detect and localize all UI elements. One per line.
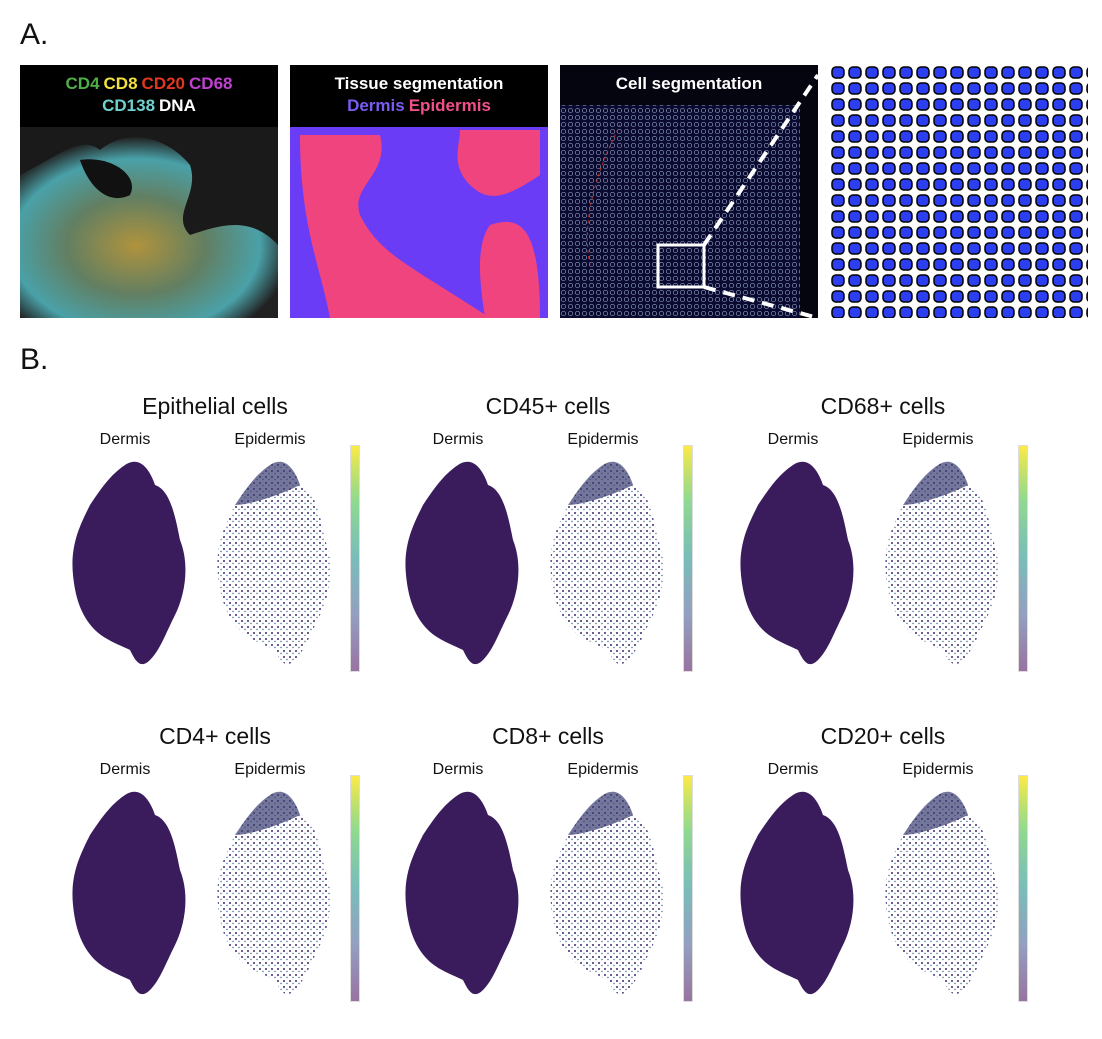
tissue-segmentation-header: Tissue segmentation Dermis Epidermis: [290, 65, 548, 127]
subtitle-epidermis: Epidermis: [567, 761, 639, 778]
multiplex-image: CD4 CD8 CD20 CD68 CD138 DNA: [20, 65, 278, 318]
subtitle-dermis: Dermis: [99, 431, 151, 448]
tsne-cloud: [72, 792, 185, 994]
subtitle-dermis: Dermis: [432, 431, 484, 448]
tsne-cloud: [405, 792, 518, 994]
tsne-plot-dermis: [65, 445, 200, 673]
colorbar: [1018, 445, 1028, 672]
marker-cd138: CD138: [102, 96, 156, 115]
tsne-plot-dermis: [733, 775, 868, 1003]
legend-dermis: Dermis: [347, 96, 405, 115]
cell-segmentation-zoom: [830, 65, 1088, 318]
cell-segmentation-title: Cell segmentation: [615, 74, 763, 93]
panel-b-label: B.: [20, 343, 49, 376]
tsne-cloud: [405, 462, 518, 664]
subtitle-epidermis: Epidermis: [902, 761, 974, 778]
tissue-segmentation-image: Tissue segmentation Dermis Epidermis: [290, 65, 548, 318]
subtitle-epidermis: Epidermis: [902, 431, 974, 448]
multiplex-legend: CD4 CD8 CD20 CD68 CD138 DNA: [20, 65, 278, 127]
tsne-group: CD20+ cells Dermis Epidermis: [728, 723, 1058, 1013]
colorbar: [683, 775, 693, 1002]
subtitle-dermis: Dermis: [767, 431, 819, 448]
tsne-group: Epithelial cells Dermis Epidermis: [60, 393, 390, 683]
group-title: CD8+ cells: [492, 723, 604, 749]
tsne-group: CD68+ cells Dermis Epidermis: [728, 393, 1058, 683]
subtitle-dermis: Dermis: [99, 761, 151, 778]
tsne-plot-dermis: [65, 775, 200, 1003]
tsne-plot-dermis: [398, 775, 533, 1003]
subtitle-dermis: Dermis: [767, 761, 819, 778]
tsne-plot-epidermis: [878, 775, 1013, 1003]
legend-epidermis: Epidermis: [408, 96, 491, 115]
group-title: Epithelial cells: [142, 393, 288, 419]
tsne-cloud: [740, 462, 853, 664]
cell-segmentation-header: Cell segmentation: [560, 65, 818, 101]
tsne-group: CD4+ cells Dermis Epidermis: [60, 723, 390, 1013]
marker-cd4: CD4: [65, 74, 100, 93]
subtitle-epidermis: Epidermis: [567, 431, 639, 448]
marker-cd20: CD20: [141, 74, 186, 93]
cell-segmentation-image: Cell segmentation: [560, 65, 818, 318]
tsne-plot-epidermis: [210, 445, 345, 673]
tsne-plot-epidermis: [878, 445, 1013, 673]
group-title: CD68+ cells: [820, 393, 946, 419]
colorbar: [683, 445, 693, 672]
tissue-segmentation-title: Tissue segmentation: [334, 74, 504, 93]
panel-a-label: A.: [20, 18, 49, 51]
tissue-segmentation-map: [290, 65, 548, 318]
subtitle-epidermis: Epidermis: [234, 431, 306, 448]
tsne-cloud: [72, 462, 185, 664]
tsne-plot-dermis: [733, 445, 868, 673]
marker-cd8: CD8: [103, 74, 138, 93]
tsne-plot-dermis: [398, 445, 533, 673]
tsne-plot-epidermis: [543, 445, 678, 673]
tsne-plot-epidermis: [210, 775, 345, 1003]
tsne-plot-epidermis: [543, 775, 678, 1003]
marker-dna: DNA: [159, 96, 196, 115]
marker-cd68: CD68: [189, 74, 233, 93]
group-title: CD45+ cells: [485, 393, 611, 419]
zoom-box: [656, 243, 706, 289]
tsne-cloud: [740, 792, 853, 994]
tsne-group: CD8+ cells Dermis Epidermis: [393, 723, 723, 1013]
cell-segmentation-map: [560, 65, 818, 318]
subtitle-epidermis: Epidermis: [234, 761, 306, 778]
group-title: CD4+ cells: [159, 723, 271, 749]
colorbar: [350, 445, 360, 672]
subtitle-dermis: Dermis: [432, 761, 484, 778]
colorbar: [350, 775, 360, 1002]
group-title: CD20+ cells: [820, 723, 946, 749]
segmented-cells-closeup: [830, 65, 1088, 318]
colorbar: [1018, 775, 1028, 1002]
tsne-group: CD45+ cells Dermis Epidermis: [393, 393, 723, 683]
